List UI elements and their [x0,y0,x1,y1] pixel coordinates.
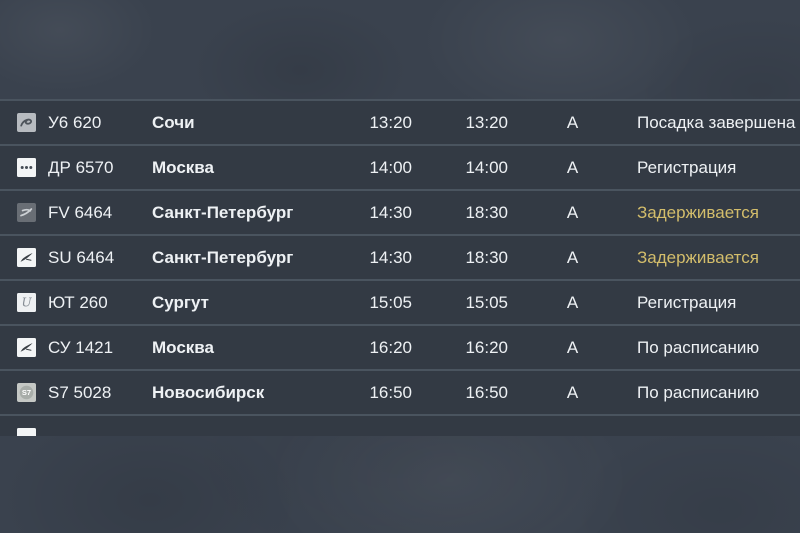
scheduled-time: 13:20 [369,112,412,132]
flight-status: По расписанию [637,382,760,402]
flight-number: S7 5028 [48,382,112,402]
terminal: А [566,112,579,132]
ural-airlines-logo [17,113,36,132]
terminal: А [566,202,579,222]
flight-status: Задерживается [637,202,759,222]
utair-logo: U [17,293,36,312]
actual-time: 16:50 [465,382,508,402]
destination-city: Санкт-Петербург [152,202,294,222]
terminal: А [566,382,579,402]
flight-row[interactable]: FV 6464 Санкт-Петербург 14:30 18:30 А За… [0,189,800,234]
terminal: А [566,247,579,267]
flight-row[interactable]: СУ 1421 Москва 16:20 16:20 А По расписан… [0,324,800,369]
white-square-logo [17,428,36,436]
destination-city: Сочи [152,112,195,132]
rossiya-logo [17,203,36,222]
scheduled-time: 14:00 [369,157,412,177]
scheduled-time: 16:50 [369,382,412,402]
svg-text:U: U [21,295,32,309]
svg-text:S7: S7 [22,388,31,397]
scheduled-time: 14:30 [369,202,412,222]
aeroflot-logo [17,248,36,267]
flight-board: У6 620 Сочи 13:20 13:20 А Посадка заверш… [0,99,800,436]
flight-status: По расписанию [637,337,760,357]
flight-number: У6 620 [48,112,102,132]
terminal: А [566,337,579,357]
destination-city: Санкт-Петербург [152,247,294,267]
three-dots-logo [17,158,36,177]
flight-row[interactable]: U ЮТ 260 Сургут 15:05 15:05 А Регистраци… [0,279,800,324]
flight-number: ДР 6570 [48,157,114,177]
actual-time: 15:05 [465,292,508,312]
flight-row[interactable]: У6 620 Сочи 13:20 13:20 А Посадка заверш… [0,99,800,144]
aeroflot-logo [17,338,36,357]
flight-status: Регистрация [637,157,737,177]
flight-row[interactable]: SU 6464 Санкт-Петербург 14:30 18:30 А За… [0,234,800,279]
destination-city: Москва [152,157,214,177]
flight-row-partial[interactable] [0,414,800,436]
flight-status: Задерживается [637,247,759,267]
destination-city: Москва [152,337,214,357]
actual-time: 13:20 [465,112,508,132]
terminal: А [566,292,579,312]
flight-number: FV 6464 [48,202,113,222]
scheduled-time: 16:20 [369,337,412,357]
actual-time: 18:30 [465,202,508,222]
flight-number: СУ 1421 [48,337,114,357]
flight-status: Посадка завершена [637,112,796,132]
scheduled-time: 15:05 [369,292,412,312]
flight-row[interactable]: ДР 6570 Москва 14:00 14:00 А Регистрация [0,144,800,189]
s7-logo: S7 [17,383,36,402]
flight-row[interactable]: S7 S7 5028 Новосибирск 16:50 16:50 А По … [0,369,800,414]
scheduled-time: 14:30 [369,247,412,267]
actual-time: 16:20 [465,337,508,357]
flight-number: ЮТ 260 [48,292,108,312]
actual-time: 18:30 [465,247,508,267]
flight-number: SU 6464 [48,247,115,267]
terminal: А [566,157,579,177]
flight-status: Регистрация [637,292,737,312]
destination-city: Сургут [152,292,209,312]
destination-city: Новосибирск [152,382,265,402]
actual-time: 14:00 [465,157,508,177]
